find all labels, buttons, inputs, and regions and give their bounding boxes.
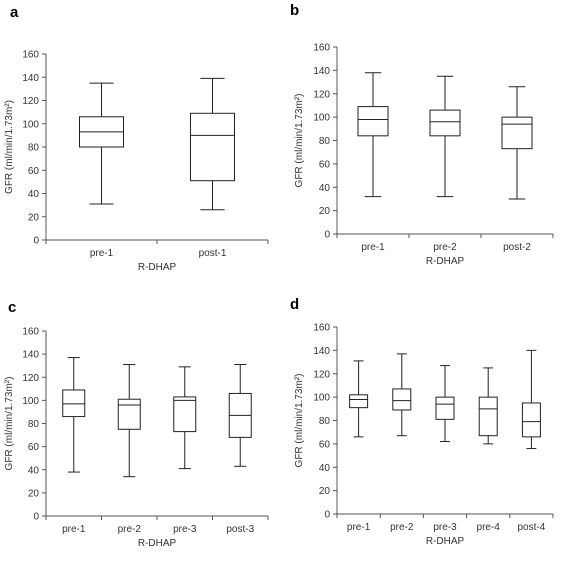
y-tick-label: 40 bbox=[319, 183, 331, 194]
boxplot-pre-2 bbox=[117, 364, 141, 478]
x-tick-label: pre-2 bbox=[433, 242, 457, 253]
x-tick-label: post-2 bbox=[503, 242, 531, 253]
y-tick-label: 140 bbox=[22, 350, 39, 361]
iqr-box bbox=[62, 389, 86, 418]
y-tick-label: 140 bbox=[313, 66, 330, 77]
y-tick-label: 60 bbox=[28, 166, 40, 177]
y-tick-label: 80 bbox=[28, 419, 40, 430]
panel-a: a 0 20 40 60 80 100 120 140 160 pre-1 post-1 R-DHAP G… bbox=[4, 4, 269, 273]
y-tick-label: 100 bbox=[22, 396, 39, 407]
boxplot-pre-3 bbox=[435, 365, 455, 443]
x-tick-label: pre-1 bbox=[62, 524, 86, 535]
x-axis-title: R-DHAP bbox=[426, 256, 465, 267]
x-tick-label: post-1 bbox=[199, 248, 227, 259]
y-tick-label: 20 bbox=[319, 486, 331, 497]
y-tick-label: 0 bbox=[324, 510, 330, 521]
y-tick-label: 20 bbox=[319, 206, 331, 217]
y-tick-label: 80 bbox=[319, 416, 331, 427]
x-tick-label: pre-4 bbox=[477, 522, 501, 533]
boxplot-post-3 bbox=[228, 364, 252, 467]
y-tick-label: 120 bbox=[22, 96, 39, 107]
iqr-box bbox=[435, 396, 455, 420]
y-tick-label: 40 bbox=[28, 465, 40, 476]
boxplot-pre-3 bbox=[173, 366, 197, 470]
boxplot-post-1 bbox=[190, 77, 235, 211]
y-tick-label: 160 bbox=[22, 50, 39, 61]
y-tick-label: 40 bbox=[28, 189, 40, 200]
iqr-box bbox=[521, 402, 541, 438]
y-tick-label: 40 bbox=[319, 463, 331, 474]
boxplot-pre-1 bbox=[349, 360, 369, 438]
y-tick-label: 160 bbox=[313, 43, 330, 54]
x-tick-label: pre-1 bbox=[361, 242, 385, 253]
y-tick-label: 160 bbox=[22, 327, 39, 338]
x-tick-label: post-4 bbox=[518, 522, 546, 533]
iqr-box bbox=[392, 388, 412, 411]
panel-letter: a bbox=[10, 4, 19, 21]
panel-b: b 0 20 40 60 80 100 120 140 160 pre-1 pre-2 post-2 R-… bbox=[290, 2, 554, 267]
y-tick-label: 140 bbox=[22, 73, 39, 84]
y-tick-label: 20 bbox=[28, 488, 40, 499]
x-tick-label: pre-3 bbox=[173, 524, 197, 535]
x-axis-title: R-DHAP bbox=[138, 262, 177, 273]
y-tick-label: 0 bbox=[324, 230, 330, 241]
iqr-box bbox=[478, 396, 498, 437]
y-tick-label: 160 bbox=[313, 323, 330, 334]
iqr-box bbox=[173, 396, 197, 433]
iqr-box bbox=[501, 116, 533, 150]
iqr-box bbox=[429, 109, 461, 137]
iqr-box bbox=[190, 112, 235, 182]
y-tick-label: 80 bbox=[28, 143, 40, 154]
x-tick-label: pre-1 bbox=[347, 522, 371, 533]
y-tick-label: 20 bbox=[28, 212, 40, 223]
x-axis-title: R-DHAP bbox=[138, 538, 177, 549]
y-tick-label: 120 bbox=[313, 89, 330, 100]
iqr-box bbox=[349, 394, 369, 409]
y-tick-label: 0 bbox=[33, 512, 39, 523]
y-tick-label: 120 bbox=[313, 369, 330, 380]
panel-letter: b bbox=[290, 2, 299, 19]
y-tick-label: 140 bbox=[313, 346, 330, 357]
boxplot-pre-1 bbox=[357, 72, 389, 198]
y-tick-label: 60 bbox=[319, 159, 331, 170]
iqr-box bbox=[357, 106, 389, 137]
y-tick-label: 60 bbox=[319, 439, 331, 450]
boxplot-pre-4 bbox=[478, 367, 498, 445]
x-tick-label: pre-2 bbox=[390, 522, 414, 533]
boxplot-pre-2 bbox=[392, 353, 412, 437]
boxplot-pre-2 bbox=[429, 75, 461, 198]
y-tick-label: 100 bbox=[313, 393, 330, 404]
panel-letter: d bbox=[290, 296, 299, 313]
y-tick-label: 120 bbox=[22, 373, 39, 384]
x-tick-label: pre-1 bbox=[90, 248, 114, 259]
x-tick-label: pre-3 bbox=[433, 522, 457, 533]
y-tick-label: 0 bbox=[33, 236, 39, 247]
x-axis-title: R-DHAP bbox=[426, 536, 465, 547]
y-tick-label: 80 bbox=[319, 136, 331, 147]
panel-c: c 0 20 40 60 80 100 120 140 160 pre-1 pre-2 pre-3 pos… bbox=[4, 299, 269, 549]
y-tick-label: 60 bbox=[28, 442, 40, 453]
panel-d: d 0 20 40 60 80 100 120 140 160 pre-1 pre-2 pre-3 pre… bbox=[290, 296, 554, 547]
boxplot-pre-1 bbox=[62, 357, 86, 473]
boxplot-post-2 bbox=[501, 86, 533, 200]
boxplot-pre-1 bbox=[79, 82, 124, 205]
x-tick-label: pre-2 bbox=[118, 524, 142, 535]
y-axis-title: GFR (ml/min/1.73m²) bbox=[4, 377, 15, 471]
y-tick-label: 100 bbox=[313, 113, 330, 124]
y-axis-title: GFR (ml/min/1.73m²) bbox=[294, 374, 305, 468]
panel-letter: c bbox=[8, 299, 16, 316]
iqr-box bbox=[117, 398, 141, 430]
boxplot-post-4 bbox=[521, 349, 541, 450]
x-tick-label: post-3 bbox=[226, 524, 254, 535]
y-axis-title: GFR (ml/min/1.73m²) bbox=[294, 94, 305, 188]
y-tick-label: 100 bbox=[22, 119, 39, 130]
y-axis-title: GFR (ml/min/1.73m²) bbox=[4, 100, 15, 194]
